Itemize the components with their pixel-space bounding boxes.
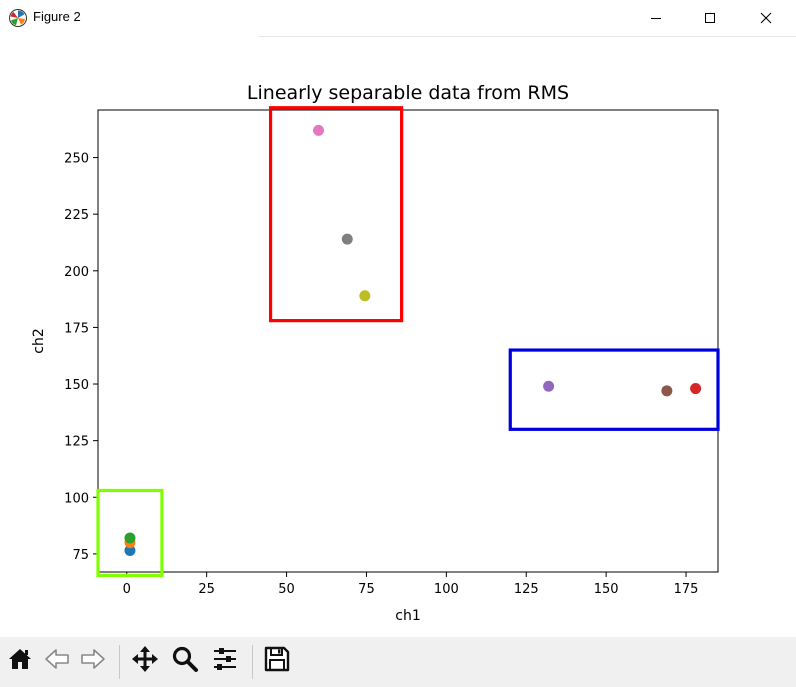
zoom-button[interactable] xyxy=(170,646,200,676)
pan-icon xyxy=(131,645,159,677)
toolbar-separator xyxy=(252,645,253,679)
x-tick-label: 150 xyxy=(594,582,619,597)
save-button[interactable] xyxy=(262,646,292,676)
close-button[interactable] xyxy=(743,0,789,36)
y-tick-label: 250 xyxy=(64,152,89,167)
maximize-button[interactable] xyxy=(687,0,733,36)
y-tick-label: 75 xyxy=(72,548,89,563)
y-tick-label: 100 xyxy=(64,491,89,506)
home-button[interactable] xyxy=(5,646,35,676)
configure-subplots-icon xyxy=(211,645,239,677)
forward-arrow-icon xyxy=(80,647,106,675)
zoom-icon xyxy=(171,645,199,677)
save-icon xyxy=(263,645,291,677)
matplotlib-logo-icon xyxy=(8,8,28,28)
forward-button[interactable] xyxy=(78,646,108,676)
cluster-box xyxy=(268,106,404,323)
window-titlebar: Figure 2 xyxy=(0,0,796,37)
data-point xyxy=(124,532,136,544)
x-tick-label: 75 xyxy=(358,582,375,597)
data-point xyxy=(341,233,353,245)
pan-button[interactable] xyxy=(130,646,160,676)
x-tick-label: 100 xyxy=(434,582,459,597)
plot-frame xyxy=(97,109,719,573)
y-axis-label: ch2 xyxy=(31,328,47,353)
x-tick-label: 50 xyxy=(278,582,295,597)
data-point xyxy=(690,383,702,395)
scatter-chart: Linearly separable data from RMS 0 25 50 75… xyxy=(31,82,720,624)
data-point xyxy=(313,124,325,136)
toolbar-separator xyxy=(119,645,120,679)
back-arrow-icon xyxy=(44,647,70,675)
data-point xyxy=(543,380,555,392)
y-tick-label: 150 xyxy=(64,378,89,393)
navigation-toolbar xyxy=(0,637,796,687)
y-tick-label: 175 xyxy=(64,321,89,336)
data-points xyxy=(124,124,702,556)
configure-subplots-button[interactable] xyxy=(210,646,240,676)
chart-title: Linearly separable data from RMS xyxy=(247,82,569,104)
window-title: Figure 2 xyxy=(33,9,81,24)
home-icon xyxy=(7,647,33,675)
minimize-button[interactable] xyxy=(633,0,679,36)
data-point xyxy=(359,290,371,302)
x-axis-label: ch1 xyxy=(395,608,420,624)
titlebar-divider xyxy=(258,36,796,37)
minimize-icon xyxy=(650,9,662,28)
cluster-boxes xyxy=(96,106,720,577)
x-tick-label: 125 xyxy=(514,582,539,597)
y-tick-label: 225 xyxy=(64,208,89,223)
cluster-box xyxy=(96,488,164,577)
x-tick-label: 0 xyxy=(123,582,131,597)
axis-ticks: 0 25 50 75 100 125 150 175 75 100 125 150 175 200 225 2… xyxy=(64,152,698,597)
y-tick-label: 200 xyxy=(64,265,89,280)
data-point xyxy=(124,544,136,556)
maximize-icon xyxy=(704,9,716,28)
data-point xyxy=(661,385,673,397)
figure-canvas[interactable]: Linearly separable data from RMS 0 25 50 75… xyxy=(0,37,796,637)
x-tick-label: 25 xyxy=(198,582,215,597)
back-button[interactable] xyxy=(42,646,72,676)
x-tick-label: 175 xyxy=(674,582,699,597)
cluster-box xyxy=(508,348,720,431)
close-icon xyxy=(760,9,772,28)
y-tick-label: 125 xyxy=(64,435,89,450)
